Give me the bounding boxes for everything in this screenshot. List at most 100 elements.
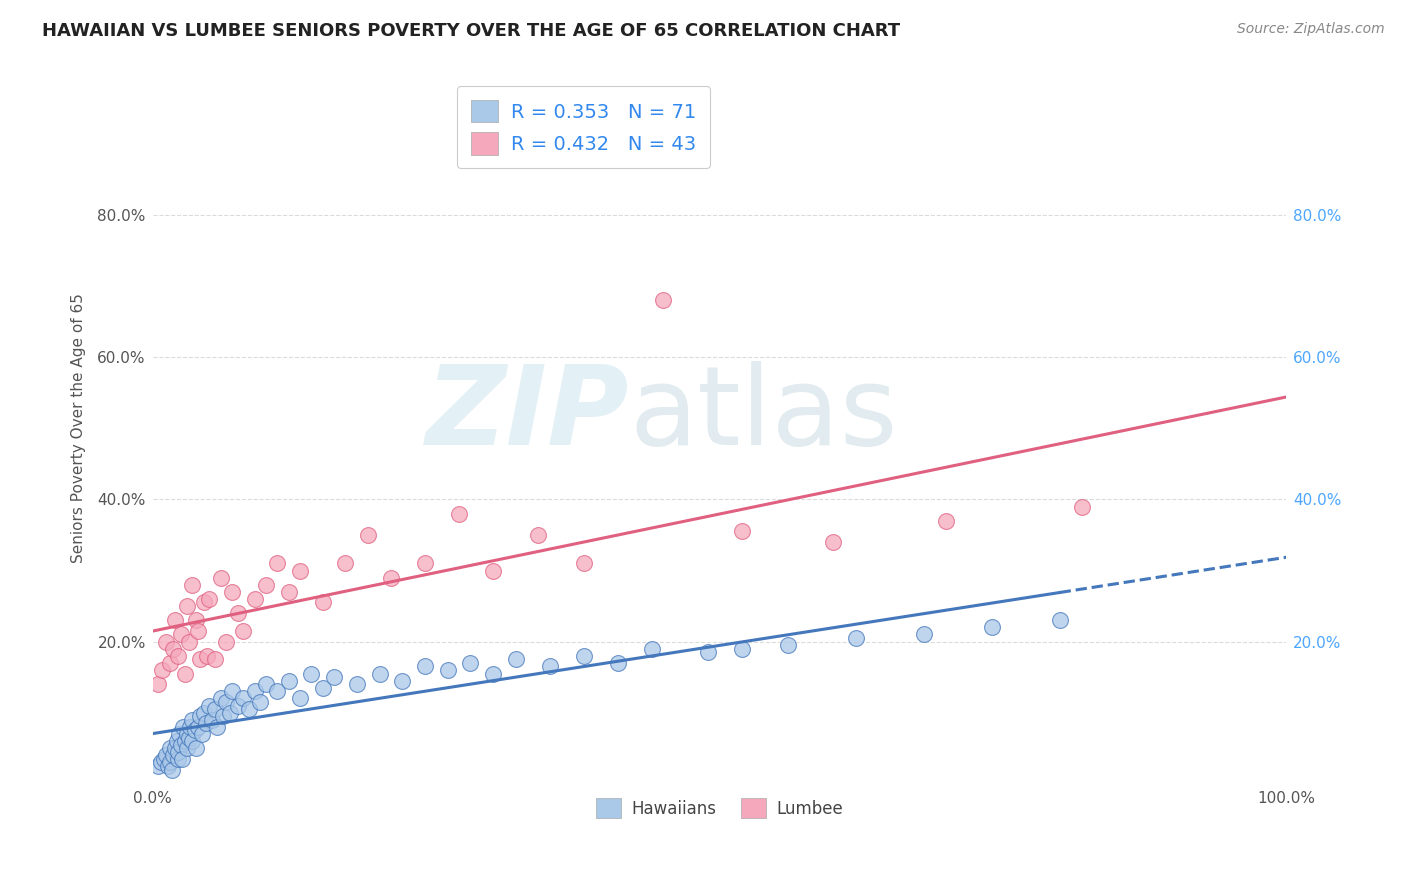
Point [935,514,957,528]
Point [1049,613,1071,627]
Point [172,720,194,734]
Point [160,763,183,777]
Point [159,656,181,670]
Point [193,595,215,609]
Point [187,624,209,638]
Point [165,741,187,756]
Point [187,720,209,734]
Point [731,524,754,539]
Point [640,641,662,656]
Point [201,713,224,727]
Point [277,584,299,599]
Point [173,734,195,748]
Point [391,673,413,688]
Point [215,695,238,709]
Point [527,528,550,542]
Point [413,659,436,673]
Point [335,557,357,571]
Point [150,663,173,677]
Point [606,656,628,670]
Point [254,578,277,592]
Point [155,748,177,763]
Point [538,659,561,673]
Point [162,641,184,656]
Point [221,584,243,599]
Point [254,677,277,691]
Point [156,759,179,773]
Point [447,507,470,521]
Point [184,613,207,627]
Point [181,578,204,592]
Point [195,716,218,731]
Point [173,666,195,681]
Point [238,702,260,716]
Point [243,684,266,698]
Point [166,752,188,766]
Point [413,557,436,571]
Point [179,720,201,734]
Point [572,648,595,663]
Point [312,595,335,609]
Point [212,709,235,723]
Point [482,666,505,681]
Point [159,741,181,756]
Point [198,591,221,606]
Point [155,634,177,648]
Point [821,535,844,549]
Point [181,713,204,727]
Point [184,741,207,756]
Point [162,748,184,763]
Point [204,652,226,666]
Point [198,698,221,713]
Point [181,734,204,748]
Point [980,620,1002,634]
Point [368,666,391,681]
Point [177,634,200,648]
Point [357,528,380,542]
Point [165,613,187,627]
Point [149,756,172,770]
Text: atlas: atlas [628,360,897,467]
Point [572,557,595,571]
Point [170,627,193,641]
Point [458,656,481,670]
Point [148,677,170,691]
Point [148,759,170,773]
Point [153,752,176,766]
Point [190,709,212,723]
Text: HAWAIIAN VS LUMBEE SENIORS POVERTY OVER THE AGE OF 65 CORRELATION CHART: HAWAIIAN VS LUMBEE SENIORS POVERTY OVER … [42,22,900,40]
Point [482,564,505,578]
Point [166,745,188,759]
Point [346,677,368,691]
Point [172,752,194,766]
Point [193,706,215,720]
Text: Source: ZipAtlas.com: Source: ZipAtlas.com [1237,22,1385,37]
Point [288,564,311,578]
Point [912,627,935,641]
Point [215,634,238,648]
Point [1071,500,1094,514]
Point [232,624,254,638]
Point [266,557,288,571]
Point [249,695,271,709]
Point [266,684,288,698]
Point [323,670,346,684]
Point [312,681,335,695]
Point [301,666,323,681]
Point [184,723,207,738]
Point [209,571,232,585]
Point [221,684,243,698]
Point [177,731,200,745]
Point [218,706,240,720]
Text: ZIP: ZIP [426,360,628,467]
Point [166,648,188,663]
Legend: Hawaiians, Lumbee: Hawaiians, Lumbee [589,791,849,825]
Point [167,727,190,741]
Point [159,756,181,770]
Point [731,641,754,656]
Point [697,645,720,659]
Point [176,599,198,613]
Point [176,741,198,756]
Point [380,571,402,585]
Point [226,698,249,713]
